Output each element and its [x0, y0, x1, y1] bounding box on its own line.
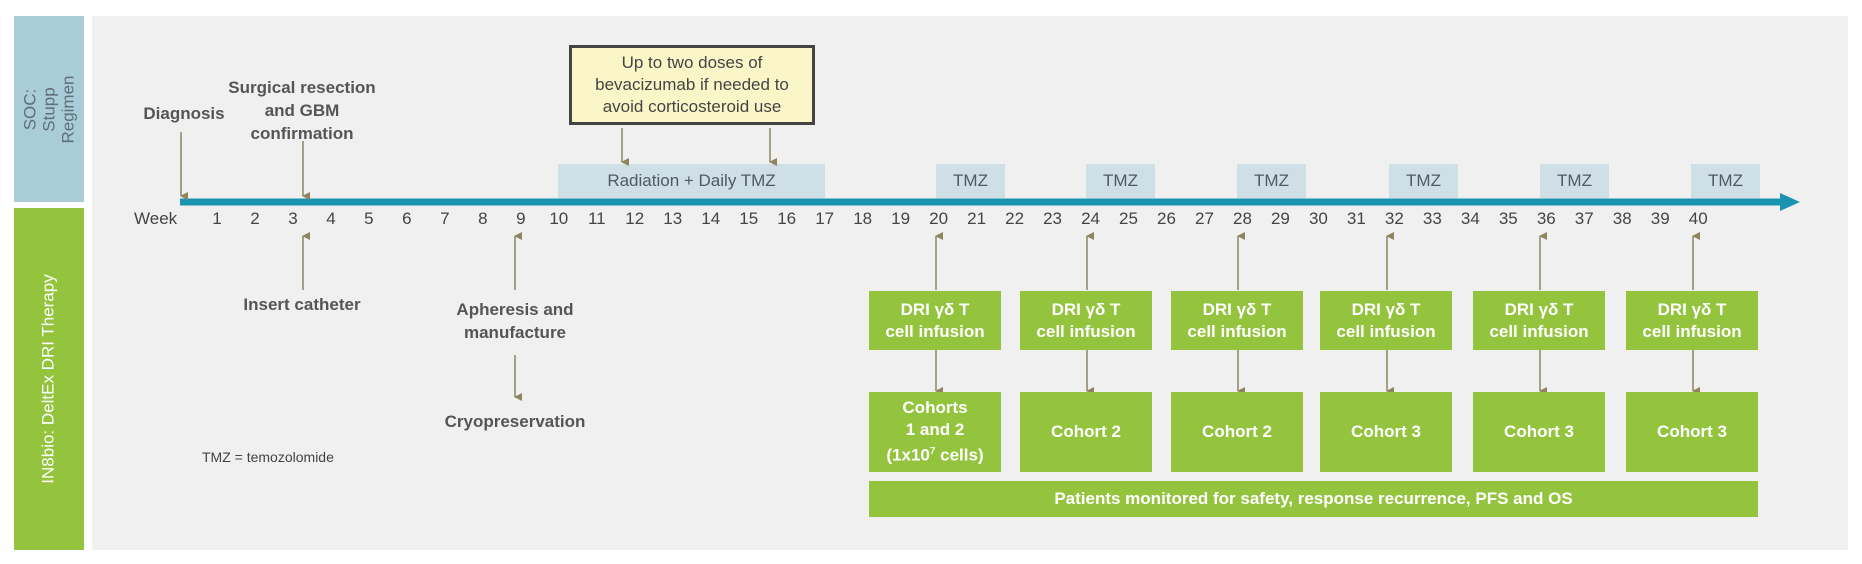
week-tick: 3 [288, 209, 298, 228]
week-tick: 34 [1460, 209, 1480, 228]
week-tick: 32 [1384, 209, 1404, 228]
surgical-line-1: Surgical resection [228, 78, 376, 97]
week-tick: 25 [1119, 209, 1138, 228]
week-tick: 30 [1308, 209, 1328, 228]
diagnosis-label: Diagnosis [143, 104, 225, 123]
infusion-line-2: cell infusion [1642, 321, 1742, 341]
week-tick: 17 [815, 209, 835, 228]
cohort-box-3: Cohort 2 [1171, 392, 1303, 472]
week-label: Week [134, 209, 178, 228]
week-tick: 29 [1270, 209, 1290, 228]
week-tick: 38 [1612, 209, 1632, 228]
week-tick: 24 [1081, 209, 1100, 228]
surgical-line-2: and GBM [264, 101, 340, 120]
note-line-1: Up to two doses of [621, 53, 763, 72]
week-tick: 23 [1043, 209, 1063, 228]
tmz-box-5: TMZ [1540, 164, 1609, 198]
tmz-box-1: TMZ [936, 164, 1005, 198]
week-tick: 16 [777, 209, 797, 228]
cryopreservation-label: Cryopreservation [444, 412, 586, 431]
week-tick: 35 [1498, 209, 1518, 228]
week-tick: 20 [929, 209, 949, 228]
tmz-box-3: TMZ [1237, 164, 1306, 198]
week-tick: 10 [549, 209, 569, 228]
week-tick: 19 [891, 209, 911, 228]
week-tick: 12 [625, 209, 645, 228]
week-tick: 22 [1005, 209, 1025, 228]
cohort-dose-post: cells) [935, 445, 984, 465]
monitoring-bar: Patients monitored for safety, response … [869, 481, 1758, 517]
week-tick: 7 [440, 209, 450, 228]
apheresis-line-2: manufacture [463, 323, 567, 342]
week-tick: 36 [1536, 209, 1556, 228]
week-tick: 39 [1650, 209, 1670, 228]
week-tick: 31 [1346, 209, 1366, 228]
week-tick: 21 [967, 209, 987, 228]
week-tick: 15 [739, 209, 759, 228]
week-tick: 28 [1232, 209, 1252, 228]
note-line-2: bevacizumab if needed to [595, 75, 789, 94]
tmz-box-6: TMZ [1691, 164, 1760, 198]
note-line-3: avoid corticosteroid use [602, 97, 782, 116]
week-tick: 1 [212, 209, 222, 228]
week-tick: 2 [250, 209, 260, 228]
infusion-line-1: DRI γδ T [1051, 299, 1121, 319]
infusion-line-2: cell infusion [1336, 321, 1436, 341]
surgical-resection-label: Surgical resection and GBM confirmation [212, 76, 392, 145]
week-tick: 26 [1157, 209, 1176, 228]
cohort-dose-exponent: 7 [929, 446, 936, 458]
week-tick: 4 [326, 209, 336, 228]
week-tick: 33 [1422, 209, 1442, 228]
week-tick: 8 [478, 209, 488, 228]
tmz-footnote: TMZ = temozolomide [202, 449, 334, 465]
cohort-box-1: Cohorts 1 and 2 (1x107 cells) [869, 392, 1001, 472]
infusion-line-2: cell infusion [1036, 321, 1136, 341]
cohort-box-5: Cohort 3 [1473, 392, 1605, 472]
cohort-dose-pre: (1x10 [886, 445, 930, 465]
soc-sidebar: SOC: Stupp Regimen [14, 16, 84, 202]
apheresis-label: Apheresis and manufacture [425, 298, 605, 344]
radiation-tmz-box: Radiation + Daily TMZ [558, 164, 825, 198]
week-tick: 13 [663, 209, 683, 228]
timeline-arrowhead-icon [1780, 193, 1800, 211]
cohort-1-line-3: (1x107 cells) [886, 441, 983, 467]
insert-catheter-label: Insert catheter [243, 295, 361, 314]
week-tick: 9 [516, 209, 526, 228]
cohort-1-line-1: Cohorts [902, 398, 968, 418]
infusion-line-2: cell infusion [1489, 321, 1589, 341]
infusion-line-1: DRI γδ T [1657, 299, 1727, 319]
surgical-line-3: confirmation [250, 124, 354, 143]
week-tick: 11 [587, 209, 606, 228]
week-tick: 40 [1688, 209, 1708, 228]
week-tick: 18 [853, 209, 873, 228]
bevacizumab-note: Up to two doses of bevacizumab if needed… [569, 45, 815, 125]
week-tick: 14 [701, 209, 721, 228]
infusion-line-1: DRI γδ T [900, 299, 970, 319]
week-tick: 6 [402, 209, 412, 228]
infusion-line-2: cell infusion [1187, 321, 1287, 341]
cohort-box-4: Cohort 3 [1320, 392, 1452, 472]
cohort-box-2: Cohort 2 [1020, 392, 1152, 472]
in8bio-sidebar: IN8bio: DeltEx DRI Therapy [14, 208, 84, 550]
infusion-line-1: DRI γδ T [1504, 299, 1574, 319]
tmz-box-2: TMZ [1086, 164, 1155, 198]
apheresis-line-1: Apheresis and [456, 300, 574, 319]
week-tick: 5 [364, 209, 374, 228]
infusion-line-1: DRI γδ T [1202, 299, 1272, 319]
cohort-1-line-2: 1 and 2 [905, 420, 965, 440]
infusion-line-1: DRI γδ T [1351, 299, 1421, 319]
infusion-line-2: cell infusion [885, 321, 985, 341]
cohort-box-6: Cohort 3 [1626, 392, 1758, 472]
week-tick: 27 [1195, 209, 1214, 228]
tmz-box-4: TMZ [1389, 164, 1458, 198]
week-tick: 37 [1574, 209, 1594, 228]
